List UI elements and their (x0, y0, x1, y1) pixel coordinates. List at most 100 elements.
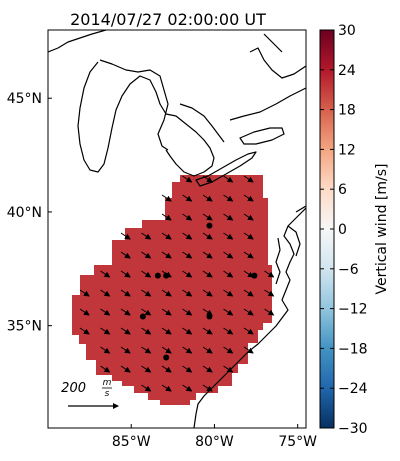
scale-arrow-unit-den: s (105, 389, 110, 399)
wind-arrow (243, 232, 254, 240)
wind-arrow (243, 213, 254, 221)
wind-arrow (264, 289, 275, 297)
wind-arrow (100, 365, 111, 373)
wind-arrow (182, 308, 193, 316)
long-island (295, 205, 306, 213)
wind-arrow (223, 194, 234, 202)
wind-arrow (243, 327, 254, 335)
wind-arrow (120, 327, 131, 335)
wind-arrow (182, 175, 193, 183)
lon-tick-label: 85°W (112, 434, 151, 450)
wind-arrow (100, 327, 111, 335)
wind-arrow (202, 365, 213, 373)
wind-arrow (264, 308, 275, 316)
wind-arrow (120, 365, 131, 373)
delaware-bay (287, 225, 301, 257)
scale-arrow-unit-num: m (103, 378, 112, 388)
wind-arrow (79, 289, 90, 297)
map-panel: 200 m s 45°N 40°N 35°N 85°W 80°W 75°W (7, 29, 317, 450)
wind-arrow (100, 289, 111, 297)
wind-arrow (243, 308, 254, 316)
wind-arrow (141, 308, 152, 316)
wind-arrow (182, 251, 193, 259)
coastlines (48, 30, 306, 428)
wind-arrow (120, 308, 131, 316)
wind-arrow (223, 213, 234, 221)
wind-arrow (243, 289, 254, 297)
wind-arrow (120, 289, 131, 297)
colorbar-ticks: 30 24 18 12 6 0 −6 −12 −18 −24 −30 (320, 23, 368, 437)
wind-arrow (120, 232, 131, 240)
station-dot (251, 272, 258, 279)
wind-arrow (202, 270, 213, 278)
map-title: 2014/07/27 02:00:00 UT (70, 10, 266, 29)
wind-arrow (202, 194, 213, 202)
wind-arrow (161, 251, 172, 259)
colorbar-tick-label: 30 (338, 23, 356, 39)
wind-arrow (161, 327, 172, 335)
wind-arrow (161, 289, 172, 297)
wind-arrow (161, 194, 172, 202)
lat-tick-label: 40°N (7, 205, 42, 221)
map-frame (47, 29, 307, 429)
lake-michigan-shore (77, 61, 167, 173)
wind-arrow (223, 270, 234, 278)
lake-superior-shore (48, 30, 107, 53)
station-dot (163, 354, 170, 361)
station-dot (163, 272, 170, 279)
wind-arrow (223, 232, 234, 240)
northeast-coast (249, 47, 306, 79)
wind-arrow (120, 251, 131, 259)
wind-arrow (182, 232, 193, 240)
colorbar-tick-label: 6 (338, 182, 347, 198)
wind-arrow (161, 365, 172, 373)
wind-arrow (243, 175, 254, 183)
wind-arrow (141, 346, 152, 354)
upper-peninsula-shore (99, 59, 169, 151)
lake-erie-shore (195, 151, 257, 187)
wind-arrow (141, 251, 152, 259)
wind-arrow (223, 175, 234, 183)
colorbar-tick-label: 12 (338, 142, 356, 158)
colorbar-tick-label: 0 (338, 222, 347, 238)
wind-arrow (202, 346, 213, 354)
wind-arrow (243, 346, 254, 354)
wind-arrow (100, 346, 111, 354)
scale-arrow: 200 m s (61, 378, 119, 409)
wind-arrow (161, 384, 172, 392)
colorbar-tick-label: −12 (338, 302, 368, 318)
wind-arrow (202, 327, 213, 335)
latitude-labels: 45°N 40°N 35°N (7, 91, 52, 335)
wind-arrow (100, 270, 111, 278)
station-dot (154, 272, 161, 279)
lat-tick-label: 35°N (7, 319, 42, 335)
wind-arrow (182, 384, 193, 392)
wind-arrow (223, 327, 234, 335)
wind-arrow (182, 213, 193, 221)
wind-arrow (120, 270, 131, 278)
colorbar-tick-label: −30 (338, 421, 368, 437)
colorbar-tick-label: 18 (338, 103, 356, 119)
wind-arrow (182, 289, 193, 297)
wind-arrow (100, 308, 111, 316)
wind-arrow (161, 346, 172, 354)
wind-arrow (141, 327, 152, 335)
colorbar-tick-label: −18 (338, 341, 368, 357)
wind-arrow (79, 327, 90, 335)
st-lawrence-shore (229, 87, 306, 121)
wind-arrow (141, 270, 152, 278)
wind-arrow (182, 365, 193, 373)
wind-arrow (202, 384, 213, 392)
wind-arrow (79, 308, 90, 316)
wind-arrow (182, 346, 193, 354)
wind-vectors (79, 175, 275, 392)
wind-arrow (182, 270, 193, 278)
lake-ontario-shore (239, 127, 285, 145)
scale-arrow-value: 200 (61, 381, 86, 396)
wind-arrow (202, 251, 213, 259)
scale-arrow-unit: m s (102, 378, 112, 399)
wind-arrow (202, 289, 213, 297)
colorbar-tick-label: −24 (338, 381, 368, 397)
wind-arrow (223, 308, 234, 316)
wind-arrow (161, 308, 172, 316)
